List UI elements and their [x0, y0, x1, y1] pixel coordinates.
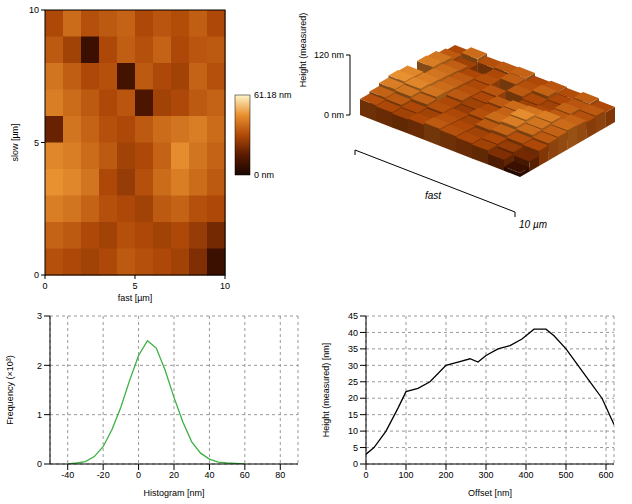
svg-text:1: 1 — [37, 410, 42, 420]
svg-text:0: 0 — [363, 470, 368, 480]
svg-text:300: 300 — [478, 470, 493, 480]
svg-text:fast [µm]: fast [µm] — [118, 293, 153, 303]
svg-text:60: 60 — [240, 470, 250, 480]
svg-text:40: 40 — [204, 470, 214, 480]
svg-text:0: 0 — [353, 459, 358, 469]
svg-text:5: 5 — [34, 138, 39, 148]
svg-text:80: 80 — [275, 470, 285, 480]
svg-text:Histogram [nm]: Histogram [nm] — [143, 488, 204, 498]
svg-text:0: 0 — [34, 270, 39, 280]
svg-text:-20: -20 — [97, 470, 110, 480]
svg-text:30: 30 — [348, 361, 358, 371]
svg-text:-40: -40 — [61, 470, 74, 480]
svg-text:Height (measured) [nm]: Height (measured) [nm] — [321, 343, 331, 438]
svg-text:61.18 nm: 61.18 nm — [254, 90, 292, 100]
svg-text:10 µm: 10 µm — [519, 219, 547, 230]
svg-text:slow [µm]: slow [µm] — [10, 123, 20, 161]
svg-text:200: 200 — [438, 470, 453, 480]
svg-text:fast: fast — [425, 190, 442, 201]
svg-text:15: 15 — [348, 410, 358, 420]
svg-text:3: 3 — [37, 311, 42, 321]
svg-text:0 nm: 0 nm — [324, 110, 344, 120]
svg-text:120 nm: 120 nm — [314, 50, 344, 60]
svg-text:20: 20 — [348, 393, 358, 403]
svg-text:100: 100 — [398, 470, 413, 480]
svg-text:0: 0 — [37, 459, 42, 469]
svg-text:0: 0 — [136, 470, 141, 480]
svg-text:40: 40 — [348, 328, 358, 338]
svg-text:2: 2 — [37, 361, 42, 371]
svg-text:Offset [nm]: Offset [nm] — [468, 488, 512, 498]
svg-text:5: 5 — [132, 281, 137, 291]
svg-text:600: 600 — [598, 470, 613, 480]
svg-text:10: 10 — [220, 281, 230, 291]
svg-text:45: 45 — [348, 311, 358, 321]
svg-text:0 nm: 0 nm — [254, 170, 274, 180]
svg-text:10: 10 — [348, 426, 358, 436]
svg-text:35: 35 — [348, 344, 358, 354]
svg-text:500: 500 — [558, 470, 573, 480]
svg-text:10: 10 — [29, 5, 39, 15]
svg-text:5: 5 — [353, 443, 358, 453]
svg-text:400: 400 — [518, 470, 533, 480]
svg-text:25: 25 — [348, 377, 358, 387]
svg-text:0: 0 — [42, 281, 47, 291]
svg-text:20: 20 — [169, 470, 179, 480]
svg-text:Height (measured): Height (measured) — [298, 13, 308, 88]
svg-text:Frequency (×10³): Frequency (×10³) — [5, 355, 15, 424]
